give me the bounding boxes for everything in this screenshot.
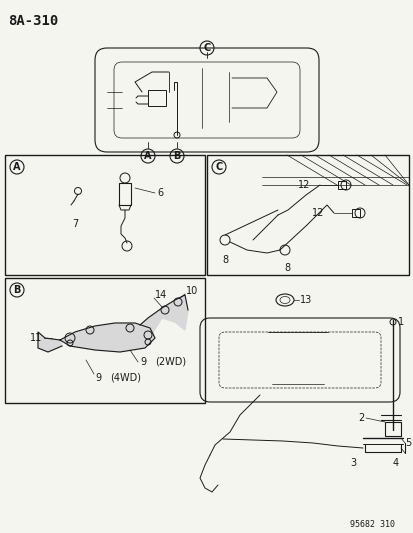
Text: 9: 9 <box>95 373 101 383</box>
Text: 11: 11 <box>30 333 42 343</box>
Text: B: B <box>173 151 180 161</box>
Polygon shape <box>140 295 188 340</box>
Text: 1: 1 <box>397 317 403 327</box>
Text: A: A <box>144 151 152 161</box>
Text: 9: 9 <box>140 357 146 367</box>
Text: 12: 12 <box>311 208 323 218</box>
Text: 2: 2 <box>358 413 364 423</box>
Polygon shape <box>38 332 62 352</box>
Text: 7: 7 <box>72 219 78 229</box>
Text: 10: 10 <box>185 286 198 296</box>
Text: 95682 310: 95682 310 <box>349 520 394 529</box>
Text: 8A-310: 8A-310 <box>8 14 58 28</box>
Text: C: C <box>203 43 210 53</box>
Bar <box>206 155 408 275</box>
Text: (2WD): (2WD) <box>154 357 186 367</box>
Text: 13: 13 <box>299 295 311 305</box>
Text: 5: 5 <box>404 438 410 448</box>
Text: 8: 8 <box>283 263 290 273</box>
Bar <box>147 90 166 106</box>
Bar <box>119 183 131 205</box>
Text: A: A <box>13 162 21 172</box>
Polygon shape <box>60 323 154 352</box>
Text: 8: 8 <box>221 255 228 265</box>
Bar <box>384 422 400 436</box>
Text: 4: 4 <box>392 458 398 468</box>
Text: 14: 14 <box>154 290 167 300</box>
Bar <box>5 155 204 275</box>
Text: (4WD): (4WD) <box>110 373 141 383</box>
Bar <box>351 209 359 217</box>
Text: 3: 3 <box>349 458 355 468</box>
Text: C: C <box>215 162 222 172</box>
Text: 6: 6 <box>157 188 163 198</box>
Bar <box>337 181 345 189</box>
Text: B: B <box>13 285 21 295</box>
Text: 12: 12 <box>297 180 309 190</box>
Bar <box>5 278 204 403</box>
